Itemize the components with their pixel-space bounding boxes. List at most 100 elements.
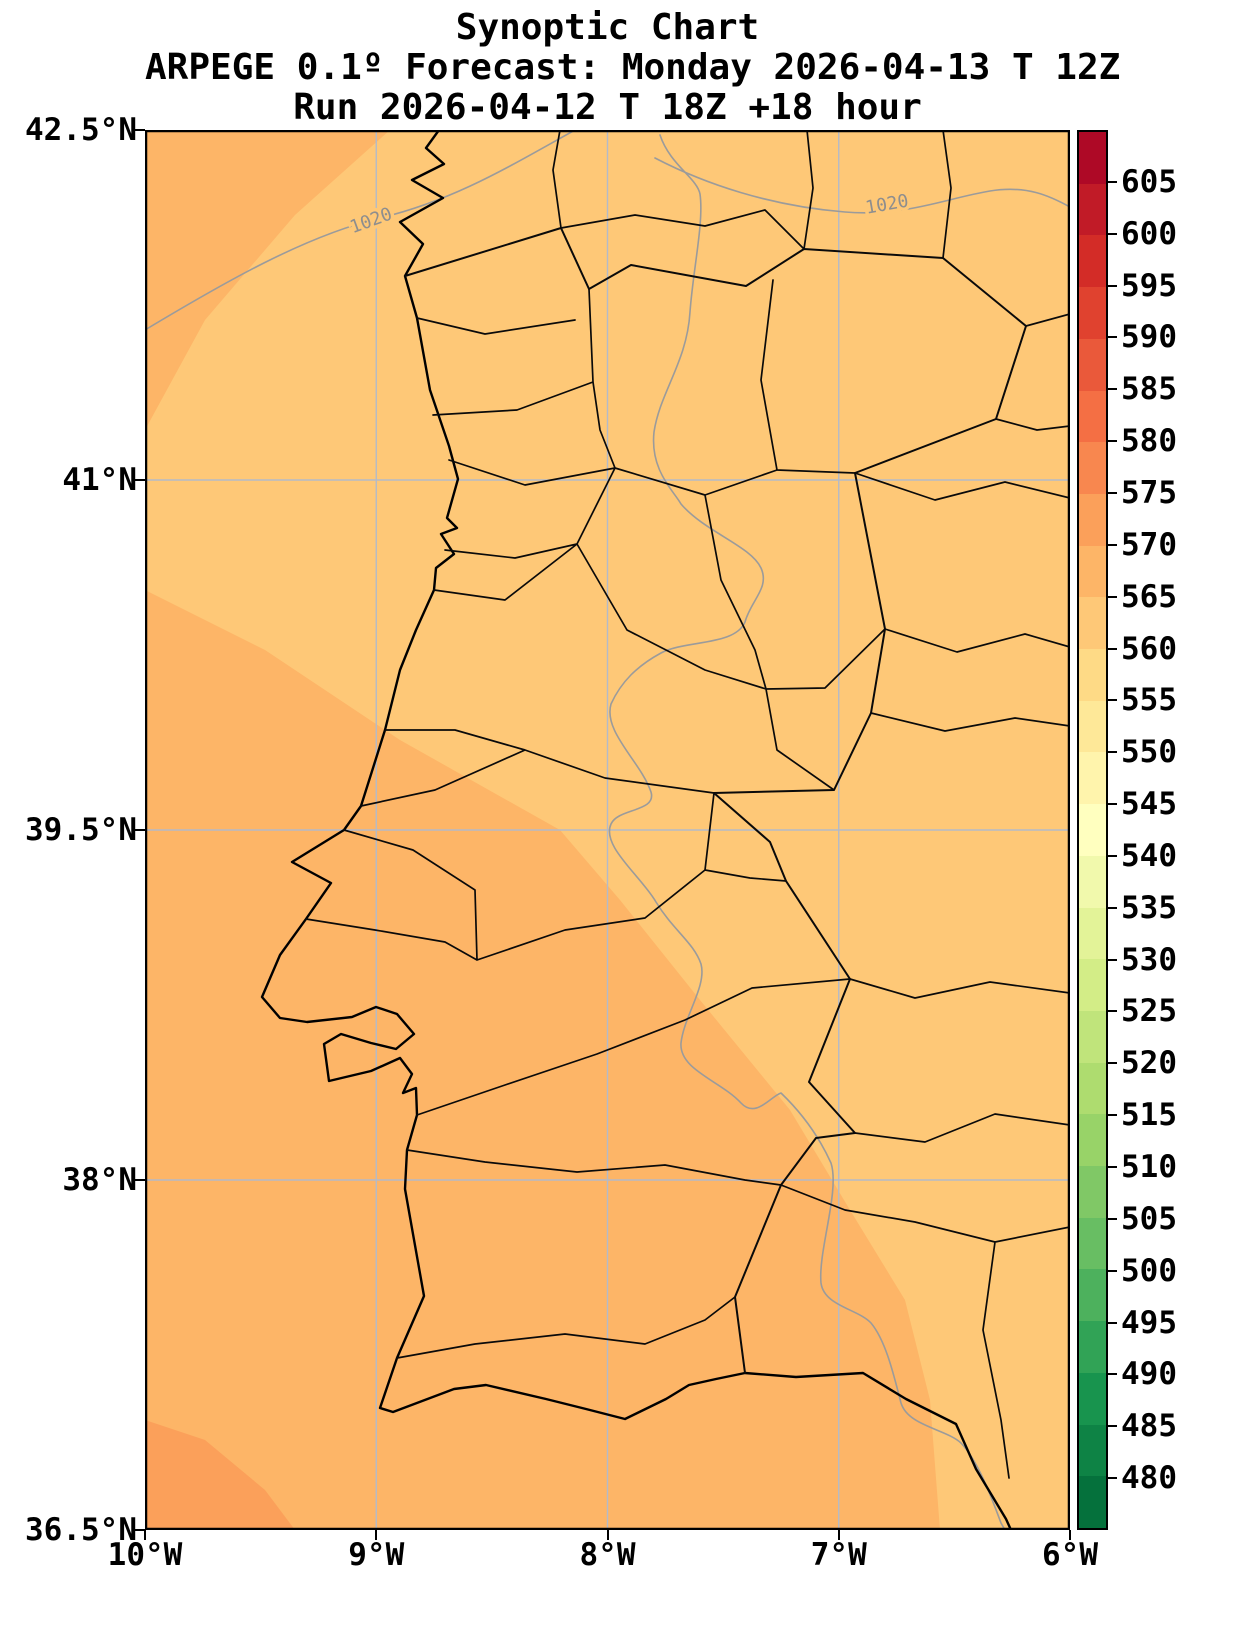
colorbar-tick-label: 490 [1121,1356,1177,1393]
colorbar-band [1079,1424,1106,1477]
colorbar-band [1079,1166,1106,1218]
colorbar-band [1079,1010,1106,1063]
colorbar-band [1079,132,1106,184]
colorbar-band [1079,1269,1106,1322]
colorbar-tick-label: 555 [1121,682,1177,719]
x-tick-label: 8°W [579,1537,636,1573]
colorbar-tick-label: 570 [1121,526,1177,563]
y-tick-mark [135,129,145,131]
colorbar-tick-mark [1106,1062,1117,1065]
y-tick-label: 38°N [62,1162,137,1198]
colorbar-tick-mark [1106,595,1117,598]
y-tick-label: 41°N [62,462,137,498]
colorbar-tick-mark [1106,906,1117,909]
colorbar-band [1079,390,1106,443]
chart-title: Synoptic Chart [455,7,760,48]
colorbar-tick-mark [1106,440,1117,443]
colorbar-tick-label: 515 [1121,1097,1177,1134]
fill-region-corner [145,1420,295,1530]
y-tick-label: 39.5°N [25,812,137,848]
colorbar-tick-mark [1106,1425,1117,1428]
colorbar-tick-label: 600 [1121,215,1177,252]
colorbar-tick-label: 605 [1121,163,1177,200]
y-tick-mark [135,479,145,481]
isobar-path [608,134,1006,1530]
colorbar-tick-mark [1106,1373,1117,1376]
isobar-contours [145,130,1070,1530]
colorbar-tick-label: 550 [1121,734,1177,771]
x-tick-mark [375,1530,378,1540]
fill-region-northwest [145,130,390,430]
colorbar-tick-label: 585 [1121,371,1177,408]
colorbar-band [1079,338,1106,391]
colorbar-tick-mark [1106,491,1117,494]
colorbar-tick-mark [1106,854,1117,857]
colorbar-band [1079,183,1106,236]
colorbar-tick-mark [1106,1114,1117,1117]
x-tick-label: 6°W [1042,1537,1098,1573]
colorbar-tick-label: 590 [1121,319,1177,356]
colorbar-tick-label: 495 [1121,1304,1177,1341]
chart-subtitle-forecast: ARPEGE 0.1º Forecast: Monday 2026-04-13 … [145,47,1121,88]
map-frame [145,130,1070,1530]
map-canvas: 1020 1020 [145,130,1070,1530]
y-tick-label: 36.5°N [25,1512,137,1548]
y-tick-mark [135,1529,145,1531]
colorbar-tick-mark [1106,388,1117,391]
colorbar-band [1079,1321,1106,1373]
colorbar-tick-mark [1106,699,1117,702]
colorbar-tick-label: 580 [1121,423,1177,460]
colorbar-band [1079,752,1106,805]
colorbar-tick-label: 485 [1121,1408,1177,1445]
isobar-1020-path [145,130,576,331]
colorbar-tick-label: 525 [1121,993,1177,1030]
colorbar-tick-mark [1106,1010,1117,1013]
colorbar-band [1079,235,1106,288]
colorbar-band [1079,959,1106,1011]
map-plot-area: 1020 1020 [145,130,1070,1530]
y-tick-mark [135,1179,145,1181]
colorbar-tick-label: 520 [1121,1045,1177,1082]
graticule-gridlines [145,130,1070,1530]
colorbar-tick-mark [1106,336,1117,339]
chart-subtitle-run: Run 2026-04-12 T 18Z +18 hour [293,87,922,128]
colorbar-tick-mark [1106,180,1117,183]
colorbar-gradient [1077,130,1108,1530]
colorbar-band [1079,493,1106,546]
portugal-district-boundaries [305,279,886,1359]
colorbar-band [1079,649,1106,701]
admin-boundaries-layer [260,130,1070,1530]
colorbar-tick-mark [1106,647,1117,650]
colorbar-tick-mark [1106,803,1117,806]
colorbar-tick-mark [1106,1477,1117,1480]
colorbar-tick-mark [1106,284,1117,287]
colorbar-band [1079,804,1106,856]
colorbar-band [1079,442,1106,494]
fill-region-southwest [145,590,940,1530]
colorbar-tick-mark [1106,1166,1117,1169]
isobar-1020-path [654,157,1070,214]
x-tick-label: 7°W [810,1537,867,1573]
colorbar-tick-mark [1106,1217,1117,1220]
colorbar-tick-label: 545 [1121,786,1177,823]
y-tick-mark [135,829,145,831]
colorbar-tick-label: 575 [1121,474,1177,511]
colorbar-band [1079,700,1106,753]
x-tick-mark [144,1530,146,1540]
colorbar-tick-mark [1106,1269,1117,1272]
colorbar-tick-label: 540 [1121,837,1177,874]
colorbar-tick-label: 530 [1121,941,1177,978]
x-tick-mark [1069,1530,1071,1540]
colorbar-band [1079,855,1106,908]
colorbar-tick-label: 510 [1121,1149,1177,1186]
colorbar-tick-label: 505 [1121,1200,1177,1237]
colorbar-tick-mark [1106,543,1117,546]
spain-province-boundaries [552,130,1070,1479]
y-tick-label: 42.5°N [25,112,137,148]
colorbar-tick-mark [1106,1321,1117,1324]
colorbar-band [1079,545,1106,598]
x-tick-mark [837,1530,840,1540]
colorbar-band [1079,907,1106,960]
colorbar-tick-label: 565 [1121,578,1177,615]
colorbar-band [1079,1217,1106,1270]
